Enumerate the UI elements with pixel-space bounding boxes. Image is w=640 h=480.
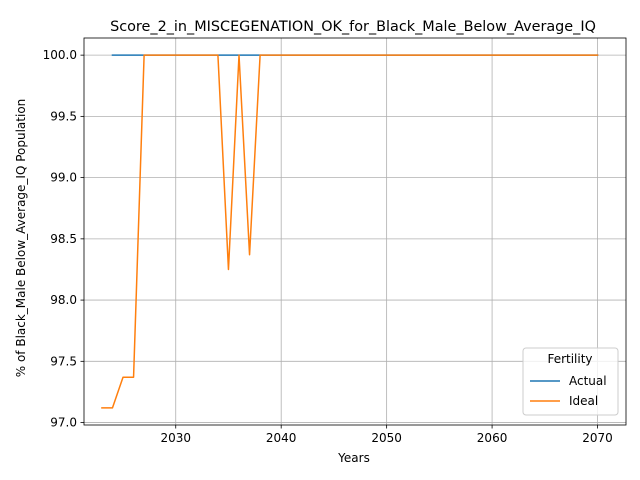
- y-tick-label: 97.0: [50, 416, 77, 430]
- series-lines: [101, 54, 599, 409]
- legend: Fertility Actual Ideal: [522, 347, 619, 416]
- x-tick-label: 2030: [160, 431, 191, 445]
- series-line-ideal: [101, 54, 599, 409]
- x-axis-label: Years: [337, 451, 370, 465]
- y-tick-label: 97.5: [50, 354, 77, 368]
- y-tick-label: 98.5: [50, 232, 77, 246]
- axis-ticks: 2030 2040 2050 2060 2070 97.0 97.5 98.0 98.5 99.0…: [43, 48, 613, 445]
- y-tick-label: 99.5: [50, 109, 77, 123]
- x-tick-label: 2040: [266, 431, 297, 445]
- legend-title: Fertility: [547, 352, 592, 366]
- grid: [84, 38, 626, 425]
- chart-title: Score_2_in_MISCEGENATION_OK_for_Black_Ma…: [110, 19, 596, 35]
- legend-box: [522, 347, 619, 416]
- y-tick-label: 100.0: [43, 48, 77, 62]
- legend-label-actual: Actual: [569, 374, 607, 388]
- x-tick-label: 2070: [582, 431, 613, 445]
- y-tick-label: 98.0: [50, 293, 77, 307]
- y-tick-label: 99.0: [50, 171, 77, 185]
- x-tick-label: 2050: [371, 431, 402, 445]
- legend-label-ideal: Ideal: [569, 394, 598, 408]
- y-axis-label: % of Black_Male Below_Average_IQ Populat…: [14, 99, 28, 378]
- plot-frame: [83, 37, 627, 426]
- x-tick-label: 2060: [477, 431, 508, 445]
